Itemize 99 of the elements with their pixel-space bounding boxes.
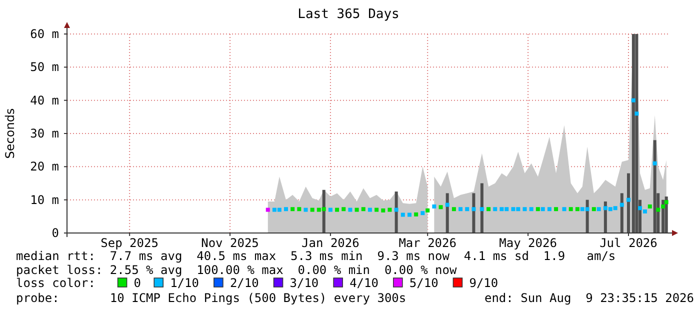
point <box>648 204 652 208</box>
point <box>432 204 436 208</box>
point <box>536 207 540 212</box>
point <box>310 208 314 212</box>
point <box>458 207 463 212</box>
point <box>652 161 657 166</box>
point <box>394 208 398 212</box>
point <box>426 208 430 212</box>
legend-label: 1/10 <box>170 276 200 290</box>
point <box>335 208 340 212</box>
y-tick-label: 50 m <box>30 60 59 74</box>
y-axis-title: Seconds <box>3 108 17 159</box>
point <box>562 207 566 212</box>
point <box>445 202 450 207</box>
x-tick-label: May 2026 <box>499 236 557 250</box>
bar <box>653 140 656 233</box>
point <box>568 207 573 212</box>
bar <box>632 34 635 233</box>
point <box>414 212 418 216</box>
point <box>374 208 379 212</box>
point <box>656 208 660 212</box>
point <box>661 204 666 208</box>
point <box>297 207 302 212</box>
point <box>664 200 668 204</box>
legend-label: 4/10 <box>350 276 378 290</box>
point <box>407 212 412 217</box>
legend-label: 9/10 <box>469 276 498 290</box>
point <box>540 207 545 212</box>
point <box>342 207 346 212</box>
text: probe: 10 ICMP Echo Pings (500 Bytes) every 300s <box>16 291 406 305</box>
x-tick-label: Jul 2026 <box>600 236 658 250</box>
point <box>596 207 601 212</box>
text: end: Sun Aug 9 23:35:15 2026 <box>484 291 694 305</box>
y-tick-label: 10 m <box>30 192 59 207</box>
point <box>452 207 456 212</box>
text: median rtt: 7.7 ms avg 40.5 ms max 5.3 ms min 9.3 ms now 4.1 ms sd 1.9 am/s <box>16 249 616 263</box>
point <box>438 205 443 210</box>
point <box>511 207 516 212</box>
point <box>626 198 630 202</box>
point <box>368 208 372 212</box>
point <box>592 207 596 212</box>
point <box>638 206 642 210</box>
point <box>642 209 647 214</box>
point <box>465 207 470 212</box>
bar <box>635 34 638 233</box>
chart-title: Last 365 Days <box>298 7 400 22</box>
text: packet loss: 2.55 % avg 100.00 % max 0.00 % min 0.00 % now <box>16 263 458 277</box>
legend-label: 0 <box>134 276 142 290</box>
bar <box>480 183 484 233</box>
point <box>500 207 504 212</box>
point <box>580 207 584 212</box>
point <box>620 202 624 207</box>
legend-label: 2/10 <box>230 276 259 290</box>
y-tick-label: 40 m <box>30 93 59 108</box>
y-tick-label: 60 m <box>30 27 59 41</box>
point <box>613 206 618 210</box>
point <box>290 207 295 212</box>
point <box>554 207 558 212</box>
point <box>516 207 520 212</box>
point <box>631 98 636 102</box>
x-tick-label: Nov 2025 <box>201 236 259 250</box>
point <box>493 207 498 212</box>
y-tick-label: 30 m <box>30 126 59 140</box>
y-tick-label: 20 m <box>30 160 59 174</box>
point <box>634 112 639 116</box>
point <box>304 208 308 212</box>
point <box>272 208 276 212</box>
point <box>284 207 288 212</box>
point <box>328 208 332 212</box>
legend-title: loss color: <box>16 276 96 290</box>
point <box>585 207 590 212</box>
point <box>348 208 352 212</box>
point <box>575 207 580 212</box>
x-tick-label: Sep 2025 <box>100 236 158 250</box>
point <box>480 207 484 212</box>
legend-label: 5/10 <box>409 276 438 290</box>
point <box>486 207 491 212</box>
point <box>266 208 270 212</box>
legend-label: 3/10 <box>290 276 319 290</box>
point <box>361 207 366 212</box>
point <box>603 206 608 210</box>
point <box>522 207 527 212</box>
point <box>316 208 321 212</box>
bar <box>626 173 630 233</box>
point <box>400 212 405 217</box>
point <box>504 207 509 212</box>
y-tick-label: 0 <box>52 226 59 240</box>
point <box>388 208 392 212</box>
point <box>420 211 425 216</box>
point <box>322 207 326 212</box>
point <box>547 207 552 212</box>
x-tick-label: Jan 2026 <box>302 236 360 250</box>
point <box>529 207 534 212</box>
point <box>354 208 359 212</box>
point <box>277 208 282 212</box>
point <box>608 207 612 212</box>
point <box>381 208 386 212</box>
point <box>472 207 476 212</box>
x-tick-label: Mar 2026 <box>398 236 456 250</box>
